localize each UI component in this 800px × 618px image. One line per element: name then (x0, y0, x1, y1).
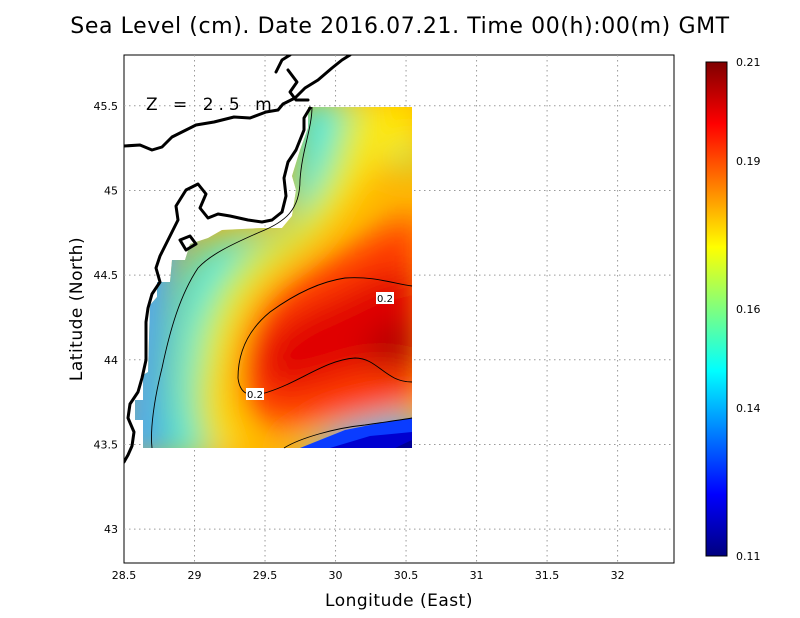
y-tick-label: 44.5 (94, 269, 119, 282)
x-axis-label: Longitude (East) (325, 591, 473, 611)
contour-label-2: 0.2 (246, 388, 264, 401)
x-tick-label: 32 (611, 569, 625, 582)
coastline-estuary (286, 68, 310, 102)
x-tick-label: 31 (470, 569, 484, 582)
x-tick-label: 31.5 (535, 569, 560, 582)
x-axis-ticks: 28.5 29 29.5 30 30.5 31 31.5 32 (112, 569, 625, 582)
chart-title: Sea Level (cm). Date 2016.07.21. Time 00… (70, 14, 730, 39)
coastline-north (124, 55, 352, 152)
y-tick-label: 45 (104, 184, 118, 197)
x-tick-label: 30.5 (394, 569, 419, 582)
colorbar-tick-label: 0.14 (736, 402, 761, 415)
y-tick-label: 43.5 (94, 438, 119, 451)
x-tick-label: 29.5 (253, 569, 278, 582)
y-tick-label: 45.5 (94, 100, 119, 113)
colorbar (705, 61, 728, 557)
y-axis-label: Latitude (North) (67, 237, 87, 381)
coastline (124, 55, 352, 464)
colorbar-tick-label: 0.16 (736, 303, 761, 316)
y-axis-ticks: 43 43.5 44 44.5 45 45.5 (94, 100, 119, 536)
colorbar-tick-label: 0.19 (736, 155, 761, 168)
contour-0.2 (237, 277, 413, 396)
contour-low (283, 417, 413, 449)
x-tick-label: 30 (329, 569, 343, 582)
contour-label-text: 0.2 (377, 294, 393, 305)
contour-coastal (151, 106, 313, 449)
coastline-lagoon (178, 234, 198, 252)
coastline-island (274, 55, 292, 74)
y-tick-label: 43 (104, 523, 118, 536)
depth-label: Z = 2.5 m (146, 95, 277, 115)
x-tick-label: 28.5 (112, 569, 137, 582)
y-tick-label: 44 (104, 354, 118, 367)
x-tick-label: 29 (188, 569, 202, 582)
contour-lines (151, 106, 413, 449)
coastline-west (124, 106, 312, 464)
colorbar-ticks: 0.21 0.19 0.16 0.14 0.11 (736, 56, 761, 563)
colorbar-tick-label: 0.11 (736, 550, 761, 563)
contour-label-1: 0.2 (376, 292, 394, 305)
colorbar-tick-label: 0.21 (736, 56, 761, 69)
contour-label-text: 0.2 (247, 390, 263, 401)
